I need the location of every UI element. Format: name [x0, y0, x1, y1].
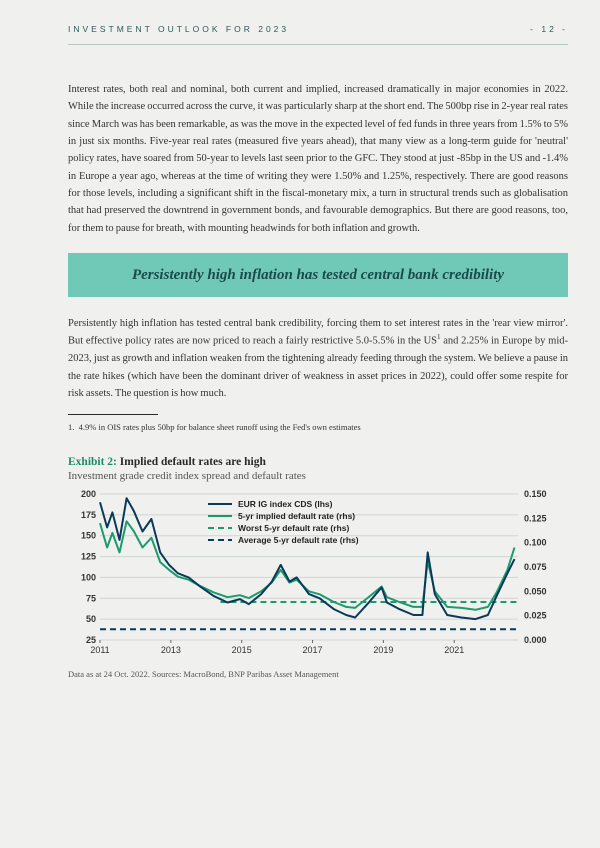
svg-text:2019: 2019: [373, 645, 393, 655]
paragraph-1: Interest rates, both real and nominal, b…: [68, 81, 568, 237]
svg-text:2013: 2013: [161, 645, 181, 655]
svg-text:Worst 5-yr default rate (rhs): Worst 5-yr default rate (rhs): [238, 523, 349, 533]
exhibit-label: Exhibit 2:: [68, 456, 117, 468]
running-header: INVESTMENT OUTLOOK FOR 2023 - 12 -: [68, 18, 568, 45]
svg-text:EUR IG index CDS (lhs): EUR IG index CDS (lhs): [238, 499, 333, 509]
svg-text:2011: 2011: [90, 645, 109, 655]
footnote-rule: [68, 414, 158, 415]
exhibit-subtitle: Investment grade credit index spread and…: [68, 470, 568, 482]
exhibit-title-text: Implied default rates are high: [120, 456, 266, 468]
svg-text:175: 175: [81, 510, 96, 520]
svg-text:200: 200: [81, 489, 96, 499]
paragraph-2: Persistently high inflation has tested c…: [68, 315, 568, 402]
svg-text:25: 25: [86, 635, 96, 645]
pull-quote: Persistently high inflation has tested c…: [68, 253, 568, 297]
chart-svg: 25 50 75 100 125 150 175 200 0.000 0.025 0.050 0.07…: [68, 488, 558, 658]
chart-implied-defaults: 25 50 75 100 125 150 175 200 0.000 0.025 0.050 0.07…: [68, 488, 568, 663]
runhead-page: - 12 -: [530, 24, 568, 34]
svg-text:Average 5-yr default rate (rhs: Average 5-yr default rate (rhs): [238, 535, 359, 545]
svg-text:0.125: 0.125: [524, 513, 547, 523]
svg-text:50: 50: [86, 614, 96, 624]
svg-text:150: 150: [81, 531, 96, 541]
svg-text:0.050: 0.050: [524, 586, 547, 596]
footnote-1: 1. 4.9% in OIS rates plus 50bp for balan…: [68, 421, 568, 434]
svg-text:2015: 2015: [232, 645, 252, 655]
svg-text:5-yr implied default rate (rhs: 5-yr implied default rate (rhs): [238, 511, 355, 521]
svg-text:75: 75: [86, 593, 96, 603]
svg-text:125: 125: [81, 551, 96, 561]
footnote-text: 4.9% in OIS rates plus 50bp for balance …: [79, 422, 361, 432]
svg-text:2021: 2021: [444, 645, 464, 655]
svg-text:0.025: 0.025: [524, 611, 547, 621]
svg-text:0.075: 0.075: [524, 562, 547, 572]
runhead-title: INVESTMENT OUTLOOK FOR 2023: [68, 24, 289, 34]
footnote-marker: 1: [68, 422, 72, 432]
exhibit-source: Data as at 24 Oct. 2022. Sources: MacroB…: [68, 669, 568, 679]
svg-text:100: 100: [81, 572, 96, 582]
svg-text:0.150: 0.150: [524, 489, 547, 499]
svg-text:0.000: 0.000: [524, 635, 547, 645]
svg-text:0.100: 0.100: [524, 538, 547, 548]
svg-text:2017: 2017: [303, 645, 323, 655]
exhibit-title: Exhibit 2: Implied default rates are hig…: [68, 456, 568, 468]
